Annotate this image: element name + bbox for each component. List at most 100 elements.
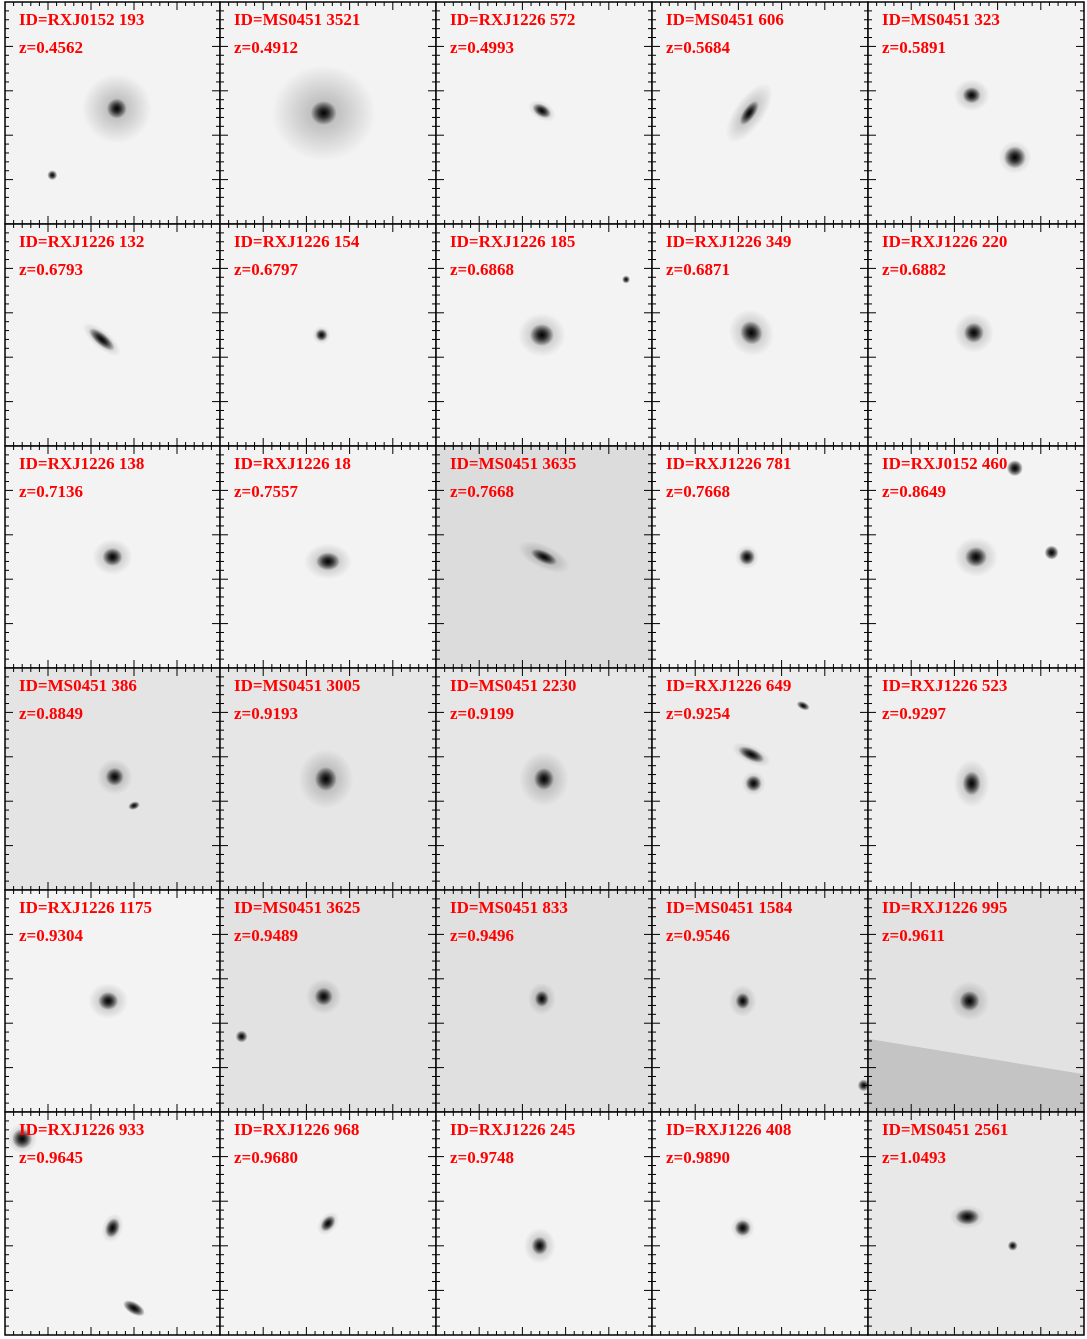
panel: ID=RXJ1226 18 z=0.7557	[219, 445, 437, 669]
galaxy	[534, 990, 549, 1007]
panel: ID=RXJ1226 220 z=0.6882	[867, 223, 1085, 447]
object-id: ID=MS0451 3005	[234, 676, 360, 695]
panel: ID=RXJ1226 245 z=0.9748	[435, 1111, 653, 1336]
panel: ID=RXJ1226 154 z=0.6797	[219, 223, 437, 447]
redshift: z=0.6797	[234, 260, 298, 279]
panel: ID=MS0451 3521 z=0.4912	[219, 1, 437, 225]
galaxy	[1006, 460, 1023, 477]
galaxy	[734, 1219, 751, 1236]
galaxy	[531, 1236, 548, 1255]
panel: ID=MS0451 3625 z=0.9489	[219, 889, 437, 1113]
galaxy	[738, 746, 765, 763]
redshift: z=0.5891	[882, 38, 946, 57]
redshift: z=0.9304	[19, 926, 83, 945]
redshift: z=0.7668	[450, 482, 514, 501]
panel: ID=RXJ1226 185 z=0.6868	[435, 223, 653, 447]
panel: ID=RXJ1226 132 z=0.6793	[4, 223, 221, 447]
galaxy	[314, 767, 337, 791]
redshift: z=0.9297	[882, 704, 946, 723]
panel: ID=RXJ1226 995 z=0.9611	[867, 889, 1085, 1113]
redshift: z=0.4993	[450, 38, 514, 57]
galaxy	[1044, 545, 1059, 560]
panel: ID=MS0451 833 z=0.9496	[435, 889, 653, 1113]
object-id: ID=RXJ1226 220	[882, 232, 1007, 251]
redshift: z=0.7557	[234, 482, 298, 501]
galaxy	[534, 768, 554, 790]
galaxy	[745, 775, 762, 792]
object-id: ID=RXJ1226 185	[450, 232, 575, 251]
redshift: z=0.6871	[666, 260, 730, 279]
panel: ID=RXJ1226 1175 z=0.9304	[4, 889, 221, 1113]
panel: ID=MS0451 3635 z=0.7668	[435, 445, 653, 669]
galaxy	[1003, 146, 1026, 169]
galaxy	[320, 1215, 336, 1232]
galaxy	[531, 548, 557, 566]
galaxy	[88, 328, 115, 351]
redshift: z=0.6882	[882, 260, 946, 279]
panel: ID=MS0451 2230 z=0.9199	[435, 667, 653, 891]
panel-image	[436, 1112, 652, 1335]
redshift: z=0.9193	[234, 704, 298, 723]
object-id: ID=RXJ0152 193	[19, 10, 144, 29]
panel-image	[652, 890, 868, 1112]
galaxy	[105, 1218, 120, 1238]
redshift: z=0.6793	[19, 260, 83, 279]
object-id: ID=MS0451 1584	[666, 898, 793, 917]
redshift: z=0.9546	[666, 926, 730, 945]
object-id: ID=MS0451 2561	[882, 1120, 1008, 1139]
galaxy	[316, 552, 340, 571]
object-id: ID=MS0451 323	[882, 10, 1000, 29]
redshift: z=0.5684	[666, 38, 730, 57]
galaxy	[739, 549, 756, 565]
redshift: z=0.6868	[450, 260, 514, 279]
redshift: z=1.0493	[882, 1148, 946, 1167]
galaxy	[315, 329, 328, 341]
panel: ID=RXJ1226 968 z=0.9680	[219, 1111, 437, 1336]
redshift: z=0.8649	[882, 482, 946, 501]
redshift: z=0.7668	[666, 482, 730, 501]
redshift: z=0.9611	[882, 926, 945, 945]
object-id: ID=MS0451 386	[19, 676, 137, 695]
object-id: ID=RXJ1226 933	[19, 1120, 144, 1139]
redshift: z=0.9645	[19, 1148, 83, 1167]
object-id: ID=MS0451 3635	[450, 454, 576, 473]
galaxy	[106, 98, 127, 119]
object-id: ID=RXJ1226 781	[666, 454, 791, 473]
panel: ID=RXJ0152 193 z=0.4562	[4, 1, 221, 225]
panel: ID=RXJ1226 933 z=0.9645	[4, 1111, 221, 1336]
object-id: ID=MS0451 2230	[450, 676, 576, 695]
redshift: z=0.9496	[450, 926, 514, 945]
galaxy	[955, 1208, 980, 1225]
redshift: z=0.9489	[234, 926, 298, 945]
object-id: ID=RXJ1226 572	[450, 10, 575, 29]
panel: ID=RXJ1226 138 z=0.7136	[4, 445, 221, 669]
galaxy	[310, 101, 337, 125]
panel: ID=RXJ1226 572 z=0.4993	[435, 1, 653, 225]
panel: ID=MS0451 323 z=0.5891	[867, 1, 1085, 225]
galaxy	[962, 87, 981, 104]
object-id: ID=RXJ0152 460	[882, 454, 1007, 473]
object-id: ID=MS0451 606	[666, 10, 784, 29]
redshift: z=0.4912	[234, 38, 298, 57]
panel-image	[868, 2, 1084, 224]
redshift: z=0.7136	[19, 482, 83, 501]
object-id: ID=RXJ1226 995	[882, 898, 1007, 917]
panel: ID=RXJ1226 781 z=0.7668	[651, 445, 869, 669]
object-id: ID=RXJ1226 154	[234, 232, 360, 251]
object-id: ID=RXJ1226 649	[666, 676, 791, 695]
object-id: ID=RXJ1226 1175	[19, 898, 152, 917]
redshift: z=0.9199	[450, 704, 514, 723]
galaxy	[102, 548, 123, 566]
panel-image	[5, 224, 220, 446]
galaxy	[235, 1030, 248, 1043]
panel-image	[652, 446, 868, 668]
galaxy	[47, 170, 58, 181]
object-id: ID=RXJ1226 408	[666, 1120, 791, 1139]
galaxy	[1007, 1240, 1018, 1251]
panel: ID=MS0451 2561 z=1.0493	[867, 1111, 1085, 1336]
galaxy	[314, 987, 333, 1006]
object-id: ID=MS0451 833	[450, 898, 568, 917]
object-id: ID=RXJ1226 968	[234, 1120, 359, 1139]
object-id: ID=RXJ1226 523	[882, 676, 1007, 695]
